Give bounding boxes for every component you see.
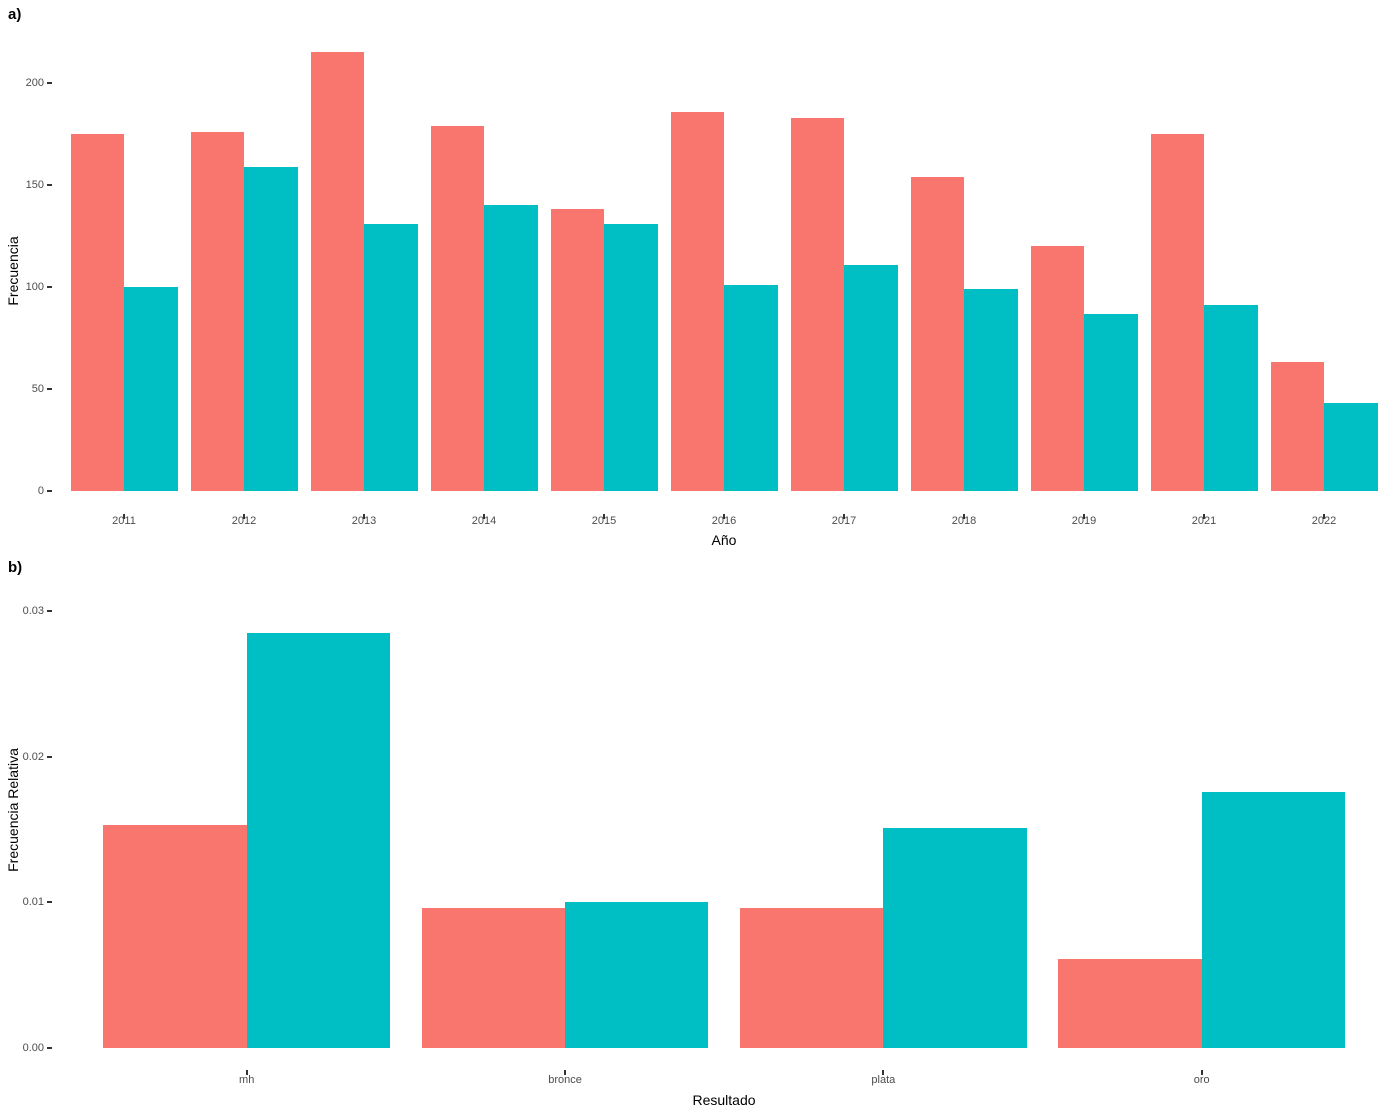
y-tick-mark: [47, 755, 52, 758]
x-tick-label: 2012: [231, 515, 257, 527]
bar-2016-series_red: [670, 111, 724, 491]
bar-2011-series_teal: [124, 287, 178, 491]
bar-2013-series_teal: [364, 223, 418, 491]
x-axis-title-resultado: Resultado: [692, 1092, 756, 1108]
x-tick-mark: [243, 514, 245, 519]
panel-tag-b: b): [8, 559, 23, 576]
x-tick-label: 2022: [1311, 515, 1337, 527]
bar-2012-series_teal: [244, 166, 298, 491]
x-tick-mark: [723, 514, 725, 519]
panel-tag-a: a): [8, 6, 22, 23]
x-tick-mark: [843, 514, 845, 519]
y-tick-label: 50: [31, 383, 44, 395]
y-tick-label: 100: [25, 281, 44, 293]
x-tick-label: 2011: [112, 515, 136, 527]
y-tick-mark: [47, 388, 52, 390]
bar-2017-series_red: [790, 117, 844, 491]
bar-oro-series_teal: [1201, 791, 1345, 1048]
bar-2014-series_teal: [484, 205, 538, 491]
bar-2011-series_red: [70, 134, 124, 491]
y-tick-label: 0.01: [22, 896, 44, 909]
bar-2016-series_teal: [724, 284, 778, 491]
bar-bronce-series_teal: [565, 902, 709, 1048]
bar-2018-series_red: [910, 176, 964, 491]
x-tick-label: 2017: [831, 515, 857, 527]
x-tick-label: plata: [871, 1074, 896, 1086]
x-tick-mark: [245, 1070, 248, 1075]
y-axis-title-frecuencia-relativa: Frecuencia Relativa: [5, 748, 21, 872]
bar-2021-series_teal: [1204, 305, 1258, 491]
y-tick-mark: [47, 286, 52, 288]
bar-2015-series_red: [550, 209, 604, 491]
bar-2017-series_teal: [844, 264, 898, 491]
x-tick-mark: [1200, 1070, 1203, 1075]
bar-2021-series_red: [1150, 134, 1204, 491]
x-tick-label: 2018: [951, 515, 977, 527]
x-tick-mark: [363, 514, 365, 519]
y-tick-label: 0.03: [22, 605, 44, 618]
x-tick-label: mh: [239, 1074, 255, 1086]
y-tick-mark: [47, 490, 52, 492]
bar-2019-series_teal: [1084, 313, 1138, 491]
x-tick-label: 2016: [711, 515, 737, 527]
bar-2018-series_teal: [964, 289, 1018, 491]
bar-2012-series_red: [190, 131, 244, 491]
bar-plata-series_teal: [883, 828, 1027, 1048]
bar-bronce-series_red: [421, 908, 566, 1048]
bar-2022-series_red: [1270, 362, 1324, 491]
x-tick-mark: [1203, 514, 1205, 519]
x-tick-label: 2019: [1071, 515, 1097, 527]
y-axis-title-frecuencia: Frecuencia: [5, 236, 21, 306]
x-tick-mark: [483, 514, 485, 519]
x-tick-mark: [882, 1070, 885, 1075]
y-tick-label: 0: [37, 485, 44, 497]
x-tick-label: 2015: [591, 515, 617, 527]
x-tick-label: 2013: [351, 515, 377, 527]
x-tick-label: oro: [1193, 1074, 1210, 1086]
y-tick-label: 0.02: [22, 750, 44, 763]
bar-2022-series_teal: [1324, 403, 1378, 491]
x-tick-mark: [603, 514, 605, 519]
bar-2013-series_red: [310, 52, 364, 491]
bar-mh-series_teal: [246, 633, 390, 1048]
x-axis-title-ano: Año: [711, 532, 737, 548]
bar-2019-series_red: [1030, 246, 1084, 491]
x-tick-mark: [1323, 514, 1325, 519]
y-tick-mark: [47, 901, 52, 904]
y-tick-label: 150: [25, 179, 44, 191]
x-tick-label: 2021: [1191, 515, 1217, 527]
y-tick-label: 0.00: [22, 1042, 44, 1054]
y-tick-label: 200: [25, 77, 44, 89]
bar-mh-series_red: [103, 825, 247, 1048]
x-tick-mark: [1083, 514, 1085, 519]
bar-oro-series_red: [1058, 959, 1202, 1048]
x-tick-label: 2014: [471, 515, 497, 527]
y-tick-mark: [47, 184, 52, 186]
bar-2015-series_teal: [604, 223, 658, 491]
y-tick-mark: [47, 610, 52, 613]
y-tick-mark: [47, 82, 52, 84]
bar-plata-series_red: [740, 908, 884, 1048]
x-tick-mark: [123, 514, 125, 519]
x-tick-mark: [963, 514, 965, 519]
y-tick-mark: [47, 1047, 52, 1049]
bar-2014-series_red: [430, 125, 484, 491]
x-tick-label: bronce: [548, 1074, 582, 1086]
x-tick-mark: [564, 1070, 567, 1075]
